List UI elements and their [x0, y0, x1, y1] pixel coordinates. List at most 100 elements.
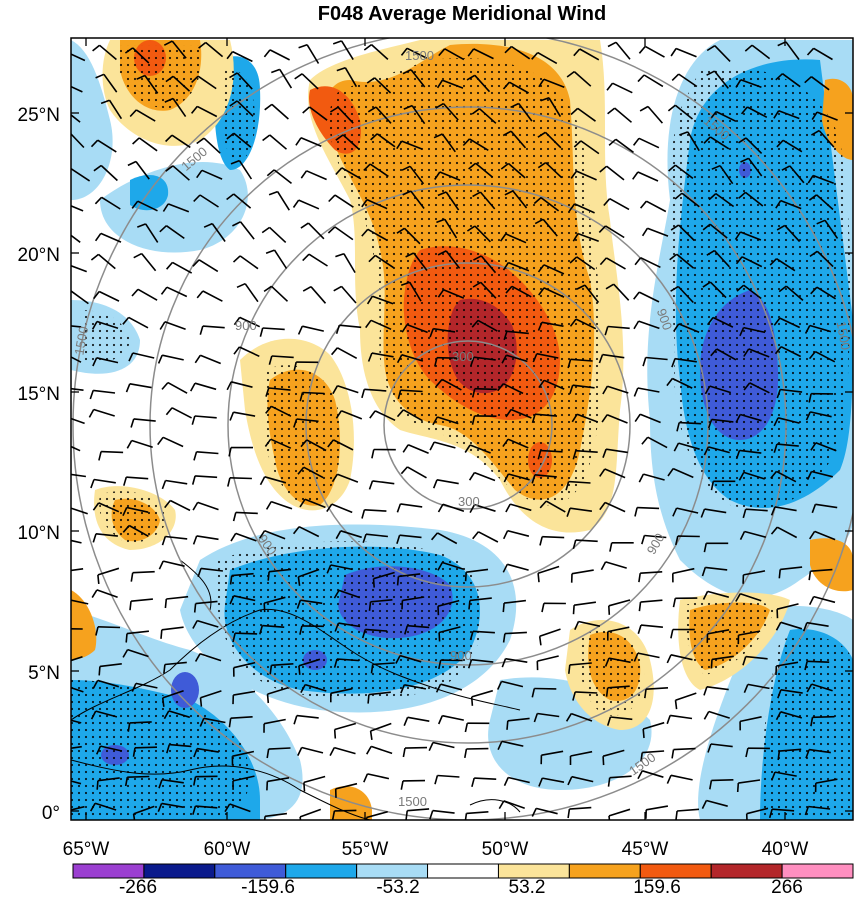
wind-barb	[542, 218, 558, 237]
wind-barb	[672, 467, 694, 479]
wind-barb	[674, 164, 694, 180]
wind-barb	[605, 561, 627, 569]
wind-barb-flag	[267, 571, 270, 581]
wind-barb-flag	[773, 443, 778, 453]
wind-barb-flag	[328, 194, 336, 203]
wind-barb	[776, 443, 799, 447]
wind-barb-flag	[265, 249, 275, 255]
wind-barb-flag	[777, 751, 781, 761]
wind-barb	[407, 444, 429, 455]
wind-barb	[364, 509, 387, 512]
wind-barb-flag	[735, 450, 741, 460]
wind-barb	[404, 746, 428, 749]
wind-barb	[145, 223, 159, 243]
wind-barb-flag	[332, 385, 339, 395]
colorbar-label: -159.6	[241, 877, 295, 898]
wind-barb-flag	[598, 225, 607, 233]
wind-barb	[675, 692, 697, 701]
wind-barb	[71, 168, 91, 182]
wind-barb	[211, 223, 226, 242]
wind-barb	[195, 475, 218, 479]
wind-barb-flag	[808, 194, 818, 201]
wind-barb	[576, 413, 598, 423]
wind-barb-flag	[369, 410, 376, 419]
wind-barb-flag	[568, 203, 576, 212]
wind-barb-flag	[94, 196, 103, 205]
wind-barb	[545, 162, 563, 179]
wind-barb-flag	[608, 815, 611, 820]
wind-barb	[230, 716, 253, 719]
wind-barb-flag	[708, 193, 717, 201]
wind-barb	[568, 480, 591, 484]
wind-barb	[301, 746, 324, 754]
wind-barb-flag	[368, 254, 376, 263]
wind-barb-flag	[773, 317, 781, 326]
wind-barb	[135, 682, 158, 689]
wind-barb-flag	[164, 500, 171, 509]
stippling-overlay	[71, 45, 853, 820]
wind-barb	[584, 284, 600, 303]
wind-barb-flag	[365, 817, 368, 820]
wind-barb-flag	[230, 532, 237, 542]
wind-barb-flag	[130, 572, 134, 582]
wind-barb	[713, 250, 730, 268]
wind-barb	[330, 564, 353, 571]
wind-barb-flag	[537, 264, 545, 273]
coastline	[71, 559, 521, 820]
wind-barb	[710, 743, 733, 748]
x-tick-label: 55°W	[342, 839, 389, 860]
wind-barb-flag	[330, 347, 339, 356]
wind-barb	[743, 326, 766, 334]
wind-barb-flag	[137, 223, 146, 228]
wind-barb-flag	[567, 359, 572, 369]
wind-barb	[406, 47, 428, 59]
wind-barb-flag	[703, 686, 708, 696]
wind-barb	[309, 106, 328, 121]
wind-barb	[741, 256, 763, 268]
wind-barb	[469, 444, 491, 454]
wind-barb	[645, 356, 668, 361]
wind-barb	[543, 78, 565, 89]
x-tick-label: 40°W	[762, 839, 809, 860]
wind-barb	[466, 568, 489, 573]
wind-barb-flag	[335, 410, 342, 419]
wind-barb-flag	[673, 442, 680, 452]
wind-barb-flag	[56, 229, 63, 235]
wind-barb-flag	[370, 133, 378, 141]
wind-barb-flag	[496, 681, 503, 690]
wind-barb	[401, 140, 423, 150]
wind-barb-flag	[502, 81, 511, 90]
wind-barb-flag	[163, 664, 166, 674]
wind-barb-flag	[228, 718, 232, 728]
wind-barb	[748, 348, 770, 358]
wind-barb-flag	[396, 503, 402, 513]
wind-barb	[638, 291, 660, 303]
wind-barb	[269, 134, 288, 150]
wind-barb	[743, 570, 766, 576]
wind-barb	[471, 658, 494, 663]
wind-barb-flag	[743, 684, 749, 694]
wind-barb-flag	[228, 447, 232, 457]
wind-barb	[715, 110, 737, 123]
wind-barb-flag	[572, 233, 579, 242]
wind-barb	[810, 568, 833, 572]
wind-barb	[479, 191, 496, 210]
wind-barb-flag	[97, 574, 100, 584]
wind-barb-flag	[537, 573, 540, 583]
wind-barb-flag	[637, 770, 644, 780]
wind-barb-flag	[298, 665, 301, 675]
wind-barb-flag	[335, 530, 342, 540]
wind-barb-flag	[56, 352, 62, 359]
wind-barb-flag	[739, 327, 745, 337]
wind-barb-flag	[745, 748, 749, 758]
wind-barb-flag	[127, 722, 131, 732]
colorbar-box	[497, 863, 570, 879]
wind-barb-flag	[538, 78, 545, 88]
wind-barb	[406, 323, 428, 334]
wind-barb-flag	[472, 191, 481, 198]
wind-barb-flag	[297, 576, 301, 586]
wind-barb	[543, 379, 565, 390]
wind-barb-flag	[159, 225, 167, 233]
map-frame	[70, 37, 854, 821]
wind-barb-flag	[299, 816, 302, 820]
